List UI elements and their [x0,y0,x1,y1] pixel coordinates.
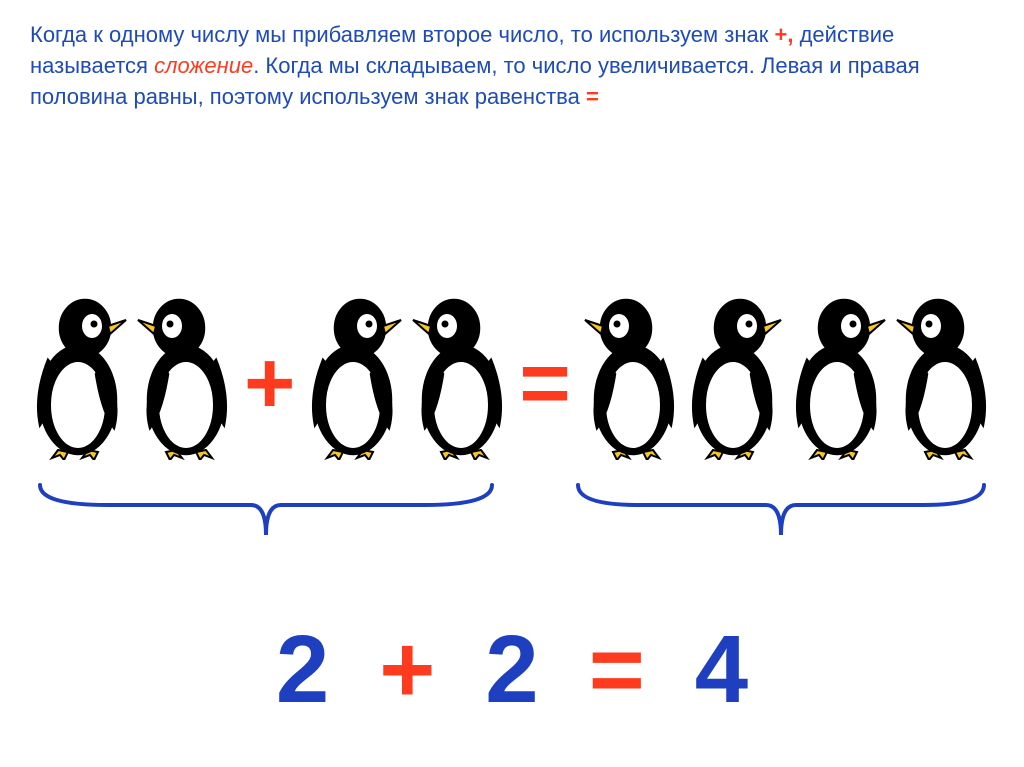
braces [30,480,994,600]
op-equals-icon: = [509,339,580,427]
penguin-diagram: + [30,290,994,460]
penguin-icon [893,290,993,460]
op-plus-icon: + [234,339,305,427]
explanation-text: Когда к одному числу мы прибавляем второ… [30,20,990,112]
equation: 2 + 2 = 4 [0,615,1024,725]
penguin-group-c [581,290,993,460]
penguin-group-a [30,290,234,460]
text-part1: Когда к одному числу мы прибавляем второ… [30,22,774,47]
equals-symbol: = [586,84,599,109]
eq-a: 2 [276,615,329,725]
eq-equals: = [589,615,645,725]
penguin-icon [134,290,234,460]
penguin-icon [581,290,681,460]
eq-b: 2 [485,615,538,725]
eq-c: 4 [695,615,748,725]
plus-symbol: + [774,22,787,47]
brace-right-icon [578,485,984,535]
penguin-group-b [305,290,509,460]
penguin-icon [409,290,509,460]
addition-word: сложение [154,53,253,78]
penguin-icon [789,290,889,460]
penguin-icon [685,290,785,460]
brace-left-icon [40,485,492,535]
penguin-icon [30,290,130,460]
eq-plus: + [379,615,435,725]
penguin-icon [305,290,405,460]
